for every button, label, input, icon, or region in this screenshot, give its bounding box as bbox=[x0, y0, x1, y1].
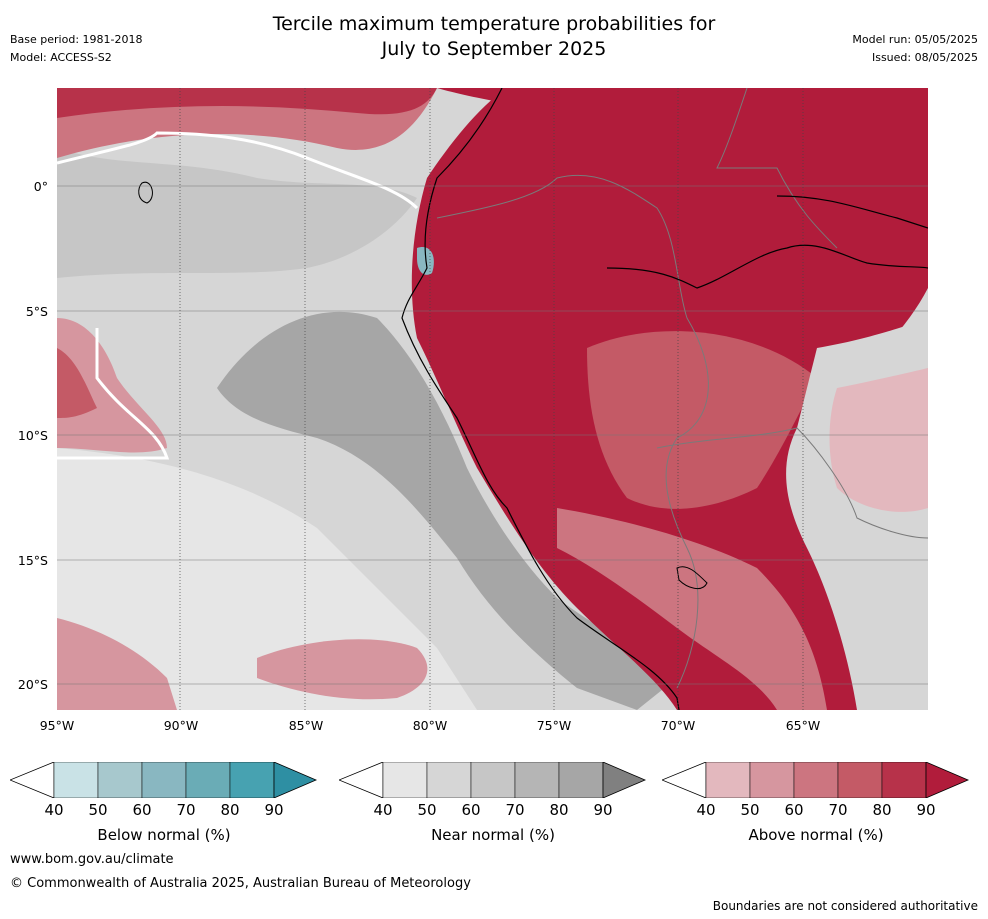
colorbar-label-near-normal: Near normal (%) bbox=[431, 826, 555, 844]
near-normal-60-region bbox=[57, 148, 417, 278]
colorbar-tick: 50 bbox=[88, 801, 108, 819]
lake-titicaca bbox=[676, 566, 708, 590]
colorbar-tick: 80 bbox=[549, 801, 569, 819]
colorbar-tick: 90 bbox=[916, 801, 936, 819]
lon-label: 90°W bbox=[163, 718, 199, 733]
country-border bbox=[436, 174, 709, 689]
contour-line bbox=[57, 131, 419, 210]
colorbar-tick: 90 bbox=[264, 801, 284, 819]
meta-right: Model run: 05/05/2025 Issued: 08/05/2025 bbox=[852, 31, 978, 67]
lat-label: 20°S bbox=[17, 677, 48, 692]
colorbar-below-normal bbox=[10, 762, 318, 798]
colorbar-near-normal bbox=[339, 762, 647, 798]
colorbar-tick: 80 bbox=[220, 801, 240, 819]
above-normal-60-region-south bbox=[557, 508, 827, 710]
model-name: Model: ACCESS-S2 bbox=[10, 51, 112, 64]
colorbar-extend-low bbox=[10, 762, 55, 798]
disclaimer-text: Boundaries are not considered authoritat… bbox=[712, 899, 978, 913]
above-normal-50-region-southwest bbox=[57, 618, 177, 710]
colorbar-tick: 60 bbox=[132, 801, 152, 819]
title-line-1: Tercile maximum temperature probabilitie… bbox=[272, 13, 716, 35]
above-normal-80-band bbox=[57, 88, 437, 118]
lon-label: 80°W bbox=[412, 718, 448, 733]
colorbar-extend-low bbox=[339, 762, 384, 798]
lon-label: 95°W bbox=[39, 718, 75, 733]
colorbar-segment bbox=[97, 762, 143, 798]
colorbar-tick: 70 bbox=[176, 801, 196, 819]
map-canvas bbox=[57, 88, 928, 710]
copyright-text: © Commonwealth of Australia 2025, Austra… bbox=[10, 876, 471, 891]
colorbar-tick: 70 bbox=[505, 801, 525, 819]
colorbar-segment bbox=[229, 762, 275, 798]
colorbar-tick: 60 bbox=[461, 801, 481, 819]
lat-label: 15°S bbox=[17, 553, 48, 568]
colorbar-extend-high bbox=[925, 762, 970, 798]
colorbar-tick: 60 bbox=[784, 801, 804, 819]
galapagos-islands bbox=[138, 181, 153, 204]
above-normal-70-region-west bbox=[57, 348, 97, 418]
colorbar-tick: 40 bbox=[44, 801, 64, 819]
colorbar-tick: 40 bbox=[373, 801, 393, 819]
colorbar-extend-high bbox=[273, 762, 318, 798]
colorbar-extend-high bbox=[602, 762, 647, 798]
colorbar-segment bbox=[881, 762, 927, 798]
amazon-river bbox=[606, 244, 928, 289]
colorbar-segment bbox=[793, 762, 839, 798]
colorbar-label-below-normal: Below normal (%) bbox=[97, 826, 231, 844]
probability-map bbox=[57, 88, 928, 710]
coastline bbox=[401, 88, 680, 710]
colorbar-segment bbox=[749, 762, 795, 798]
lat-label: 0° bbox=[33, 179, 48, 194]
colorbar-segment bbox=[53, 762, 99, 798]
colorbar-tick: 90 bbox=[593, 801, 613, 819]
colorbar-tick: 40 bbox=[696, 801, 716, 819]
above-normal-40-region-east bbox=[829, 368, 928, 512]
lon-label: 65°W bbox=[785, 718, 821, 733]
colorbar-segment bbox=[382, 762, 428, 798]
colorbar-label-above-normal: Above normal (%) bbox=[748, 826, 884, 844]
river bbox=[776, 195, 928, 229]
colorbar-above-normal bbox=[662, 762, 970, 798]
model-run: Model run: 05/05/2025 bbox=[852, 33, 978, 46]
colorbar-segment bbox=[185, 762, 231, 798]
country-border bbox=[716, 88, 838, 249]
title-line-2: July to September 2025 bbox=[381, 38, 607, 60]
meta-left: Base period: 1981-2018 Model: ACCESS-S2 bbox=[10, 31, 142, 67]
above-normal-50-region-west bbox=[57, 318, 167, 453]
issued-date: Issued: 08/05/2025 bbox=[871, 51, 978, 64]
colorbar-tick: 50 bbox=[417, 801, 437, 819]
colorbar-extend-low bbox=[662, 762, 707, 798]
lat-label: 10°S bbox=[17, 428, 48, 443]
colorbar-segment bbox=[514, 762, 560, 798]
colorbar-segment bbox=[837, 762, 883, 798]
colorbar-segment bbox=[426, 762, 472, 798]
colorbar-tick: 70 bbox=[828, 801, 848, 819]
colorbar-segment bbox=[705, 762, 751, 798]
above-normal-70-region bbox=[587, 331, 817, 509]
chart-title: Tercile maximum temperature probabilitie… bbox=[0, 12, 988, 62]
colorbar-tick: 50 bbox=[740, 801, 760, 819]
near-normal-80-region bbox=[217, 311, 677, 710]
lon-label: 85°W bbox=[288, 718, 324, 733]
country-border bbox=[656, 427, 928, 539]
colorbar-segment bbox=[141, 762, 187, 798]
website-text: www.bom.gov.au/climate bbox=[10, 852, 174, 867]
lat-label: 5°S bbox=[25, 304, 48, 319]
contour-line bbox=[57, 328, 170, 460]
lon-label: 75°W bbox=[536, 718, 572, 733]
colorbar-tick: 80 bbox=[872, 801, 892, 819]
colorbar-segment bbox=[558, 762, 604, 798]
base-period: Base period: 1981-2018 bbox=[10, 33, 143, 46]
lon-label: 70°W bbox=[660, 718, 696, 733]
colorbar-segment bbox=[470, 762, 516, 798]
